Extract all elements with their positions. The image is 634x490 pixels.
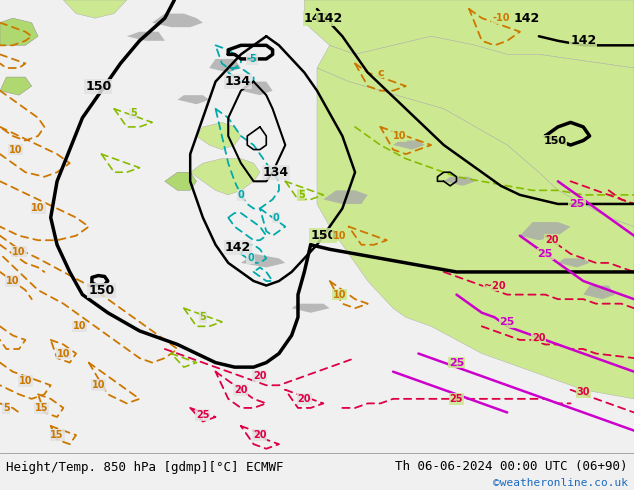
Text: 142: 142 [513,12,540,24]
Polygon shape [558,258,590,268]
Text: 142: 142 [570,34,597,48]
Text: 0: 0 [273,213,279,222]
Text: 5: 5 [130,108,136,118]
Text: 10: 10 [72,321,86,331]
Text: 10: 10 [9,145,23,154]
Polygon shape [0,18,38,46]
Text: 25: 25 [500,317,515,327]
Text: 5: 5 [3,403,10,413]
Polygon shape [178,95,209,104]
Text: -5: -5 [247,54,257,64]
Polygon shape [317,68,634,399]
Text: 15: 15 [34,403,48,413]
Text: 25: 25 [196,410,210,420]
Text: 142: 142 [224,241,251,253]
Text: 10: 10 [392,131,406,141]
Text: ~20: ~20 [484,281,505,291]
Text: 15: 15 [50,430,64,440]
Text: 10: 10 [18,376,32,386]
Polygon shape [583,286,615,299]
Text: 25: 25 [450,394,463,404]
Text: 25: 25 [449,358,464,368]
Polygon shape [0,77,32,95]
Text: 10: 10 [31,203,45,214]
Text: 25: 25 [538,249,553,259]
Polygon shape [190,159,260,195]
Polygon shape [323,191,368,204]
Polygon shape [241,82,273,95]
Text: 30: 30 [576,387,590,397]
Text: 142: 142 [316,12,343,24]
Polygon shape [241,254,285,268]
Text: -10: -10 [492,13,510,23]
Polygon shape [292,304,330,313]
Text: 150: 150 [310,229,337,242]
Polygon shape [444,177,476,186]
Text: Th 06-06-2024 00:00 UTC (06+90): Th 06-06-2024 00:00 UTC (06+90) [395,460,628,473]
Polygon shape [304,0,634,68]
Text: 134: 134 [262,166,289,179]
Polygon shape [63,0,127,18]
Text: Height/Temp. 850 hPa [gdmp][°C] ECMWF: Height/Temp. 850 hPa [gdmp][°C] ECMWF [6,462,284,474]
Text: ©weatheronline.co.uk: ©weatheronline.co.uk [493,478,628,488]
Text: 10: 10 [332,290,346,299]
Text: 5: 5 [298,190,304,200]
Polygon shape [197,122,241,149]
Text: 20: 20 [253,371,267,381]
Text: 10: 10 [332,231,346,241]
Polygon shape [152,14,203,27]
Text: 142: 142 [304,12,330,24]
Polygon shape [520,222,571,240]
Text: 20: 20 [545,235,559,245]
Text: 10: 10 [6,276,20,286]
Text: 150: 150 [543,136,566,146]
Polygon shape [393,141,425,149]
Text: 134: 134 [224,75,251,88]
Polygon shape [127,32,165,41]
Text: 150: 150 [88,284,115,296]
Polygon shape [209,59,241,73]
Text: 0: 0 [238,190,244,200]
Text: 20: 20 [532,333,546,343]
Text: 0: 0 [247,253,254,263]
Text: 25: 25 [569,199,585,209]
Text: 150: 150 [85,79,112,93]
Text: 10: 10 [91,380,105,390]
Text: 20: 20 [297,394,311,404]
Text: 10: 10 [12,246,26,257]
Text: 5: 5 [200,312,206,322]
Text: 20: 20 [253,430,267,440]
Polygon shape [317,36,634,226]
Text: 20: 20 [234,385,248,395]
Text: 10: 10 [56,348,70,359]
Text: c: c [377,68,384,77]
Polygon shape [165,172,197,191]
